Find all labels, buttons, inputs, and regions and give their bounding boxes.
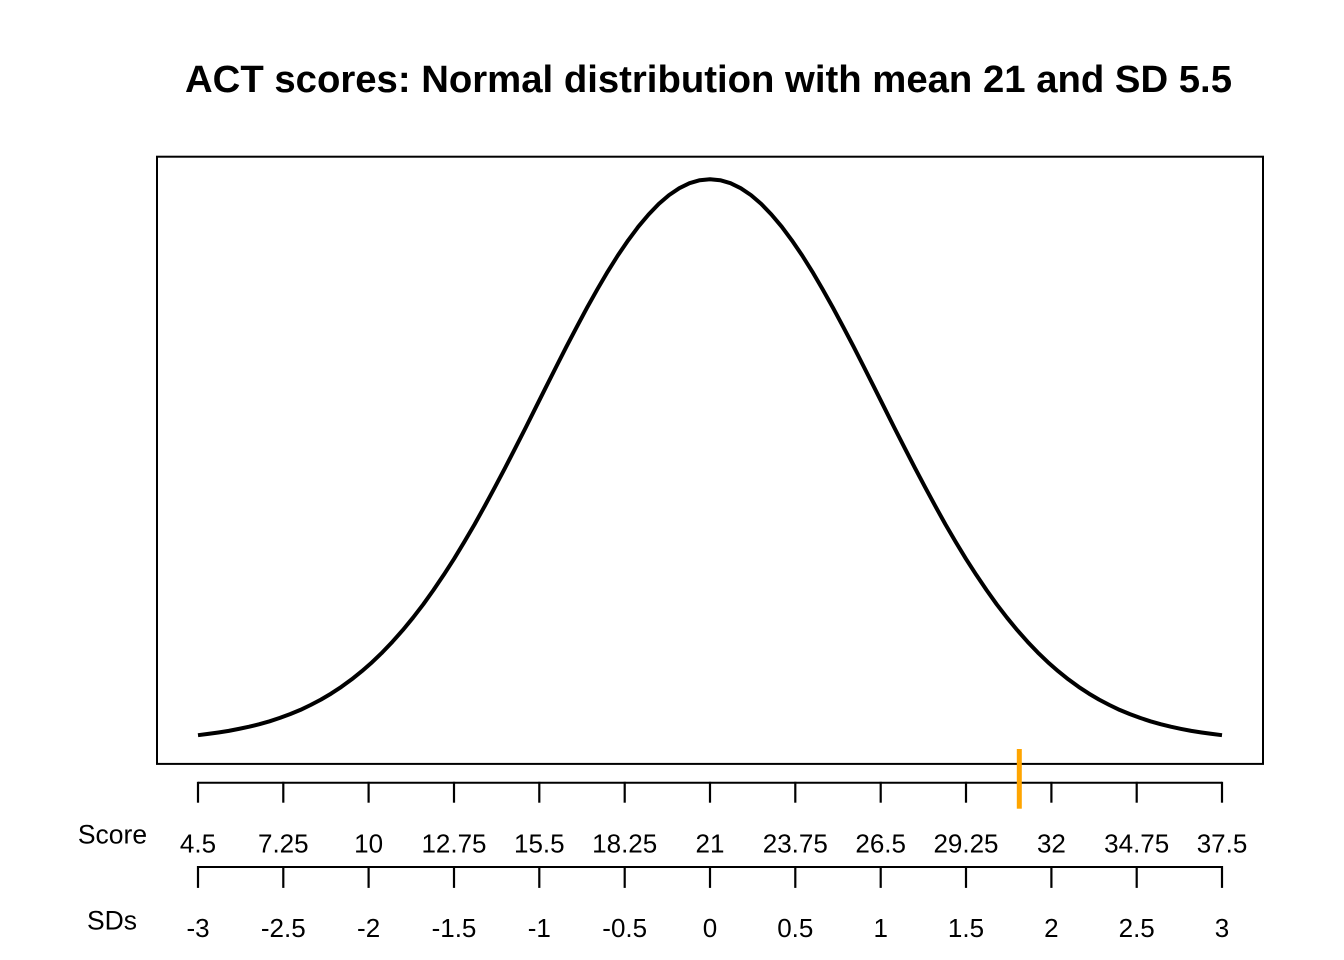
svg-text:SDs: SDs	[87, 906, 137, 936]
svg-text:29.25: 29.25	[933, 829, 998, 859]
svg-text:-2: -2	[357, 913, 380, 943]
svg-text:-2.5: -2.5	[261, 913, 306, 943]
svg-text:32: 32	[1037, 829, 1066, 859]
svg-text:-1: -1	[528, 913, 551, 943]
svg-text:0: 0	[703, 913, 717, 943]
svg-text:23.75: 23.75	[763, 829, 828, 859]
svg-text:3: 3	[1215, 913, 1229, 943]
svg-text:-0.5: -0.5	[602, 913, 647, 943]
svg-text:4.5: 4.5	[180, 829, 216, 859]
svg-text:7.25: 7.25	[258, 829, 309, 859]
svg-text:2: 2	[1044, 913, 1058, 943]
svg-text:ACT scores: Normal distributio: ACT scores: Normal distribution with mea…	[185, 58, 1232, 101]
svg-text:26.5: 26.5	[855, 829, 906, 859]
svg-text:37.5: 37.5	[1197, 829, 1248, 859]
svg-text:1.5: 1.5	[948, 913, 984, 943]
svg-text:21: 21	[696, 829, 725, 859]
svg-text:12.75: 12.75	[421, 829, 486, 859]
svg-text:0.5: 0.5	[777, 913, 813, 943]
svg-text:18.25: 18.25	[592, 829, 657, 859]
svg-text:10: 10	[354, 829, 383, 859]
svg-text:Score: Score	[78, 820, 147, 850]
svg-text:1: 1	[873, 913, 887, 943]
svg-text:2.5: 2.5	[1119, 913, 1155, 943]
svg-text:15.5: 15.5	[514, 829, 565, 859]
svg-text:34.75: 34.75	[1104, 829, 1169, 859]
svg-text:-3: -3	[186, 913, 209, 943]
svg-text:-1.5: -1.5	[432, 913, 477, 943]
